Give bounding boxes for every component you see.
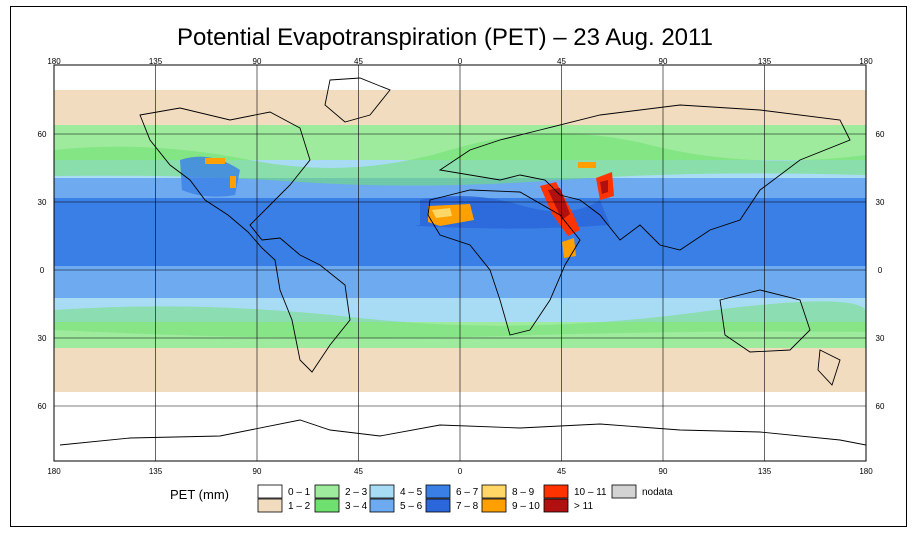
left-lat-label: 60 bbox=[38, 402, 47, 411]
legend-label: 5 – 6 bbox=[400, 501, 423, 512]
legend-label: nodata bbox=[642, 487, 673, 498]
legend-unit-label: PET (mm) bbox=[170, 487, 229, 502]
top-lon-labels: 180 135 90 45 0 45 90 135 180 bbox=[47, 57, 873, 66]
left-lat-label: 60 bbox=[38, 130, 47, 139]
right-lat-label: 30 bbox=[876, 334, 885, 343]
bottom-lon-label: 135 bbox=[758, 467, 772, 476]
bottom-lon-label: 90 bbox=[253, 467, 262, 476]
legend-label: 4 – 5 bbox=[400, 487, 423, 498]
coast-americas bbox=[139, 107, 351, 373]
legend-label: 6 – 7 bbox=[456, 487, 479, 498]
left-lat-label: 0 bbox=[40, 266, 45, 275]
bottom-lon-label: 45 bbox=[354, 467, 363, 476]
hotspot-southwest-us bbox=[230, 176, 236, 188]
hotspot-iran-max bbox=[600, 180, 608, 194]
legend-swatch bbox=[543, 484, 569, 499]
hotspot-arabia-max bbox=[548, 188, 570, 220]
legend-label: 8 – 9 bbox=[512, 487, 535, 498]
right-lat-label: 30 bbox=[876, 198, 885, 207]
legend-label: > 11 bbox=[574, 501, 593, 512]
legend-swatch bbox=[369, 498, 395, 513]
legend-label: 0 – 1 bbox=[288, 487, 311, 498]
legend-label: 3 – 4 bbox=[345, 501, 368, 512]
map-border bbox=[53, 64, 867, 462]
legend-swatch bbox=[481, 484, 507, 499]
right-lat-labels: 60 30 0 30 60 bbox=[876, 130, 885, 411]
bottom-lon-label: 45 bbox=[557, 467, 566, 476]
graticule bbox=[54, 65, 866, 461]
map-title: Potential Evapotranspiration (PET) – 23 … bbox=[177, 24, 713, 51]
coast-new-zealand bbox=[817, 349, 841, 386]
legend-label: 7 – 8 bbox=[456, 501, 479, 512]
right-lat-label: 0 bbox=[878, 266, 883, 275]
legend-swatch bbox=[425, 498, 451, 513]
legend-swatch bbox=[314, 484, 340, 499]
coast-greenland bbox=[324, 77, 391, 123]
hotspot-sahara-light bbox=[432, 208, 452, 218]
legend-label: 9 – 10 bbox=[512, 501, 540, 512]
legend-swatch bbox=[611, 484, 637, 499]
legend-swatch bbox=[369, 484, 395, 499]
right-lat-label: 60 bbox=[876, 402, 885, 411]
legend-label: 10 – 11 bbox=[574, 487, 607, 498]
left-lat-labels: 60 30 0 30 60 bbox=[38, 130, 47, 411]
top-lon-label: 180 bbox=[47, 57, 61, 66]
bottom-lon-labels: 180 135 90 45 0 45 90 135 180 bbox=[47, 467, 873, 476]
legend-swatch bbox=[543, 498, 569, 513]
bottom-lon-label: 0 bbox=[458, 467, 463, 476]
legend-label: 2 – 3 bbox=[345, 487, 368, 498]
top-lon-label: 90 bbox=[659, 57, 668, 66]
legend-swatch bbox=[425, 484, 451, 499]
bottom-lon-label: 135 bbox=[149, 467, 163, 476]
legend-label: 1 – 2 bbox=[288, 501, 311, 512]
legend-swatch bbox=[314, 498, 340, 513]
coastlines bbox=[59, 77, 866, 446]
legend-swatch bbox=[257, 498, 283, 513]
top-lon-label: 0 bbox=[458, 57, 463, 66]
bottom-lon-label: 180 bbox=[47, 467, 61, 476]
top-lon-label: 45 bbox=[354, 57, 363, 66]
coast-eurasia bbox=[438, 104, 851, 251]
top-lon-label: 45 bbox=[557, 57, 566, 66]
hotspot-central-asia bbox=[578, 162, 596, 168]
left-lat-label: 30 bbox=[38, 334, 47, 343]
legend-swatch bbox=[257, 484, 283, 499]
coast-africa bbox=[427, 189, 581, 336]
left-lat-label: 30 bbox=[38, 198, 47, 207]
top-lon-label: 90 bbox=[253, 57, 262, 66]
bottom-lon-label: 90 bbox=[659, 467, 668, 476]
top-lon-label: 180 bbox=[859, 57, 873, 66]
hotspot-great-basin bbox=[205, 158, 225, 164]
top-lon-label: 135 bbox=[758, 57, 772, 66]
coast-antarctica bbox=[59, 419, 866, 446]
legend-swatch bbox=[481, 498, 507, 513]
bottom-lon-label: 180 bbox=[859, 467, 873, 476]
right-lat-label: 60 bbox=[876, 130, 885, 139]
top-lon-label: 135 bbox=[149, 57, 163, 66]
